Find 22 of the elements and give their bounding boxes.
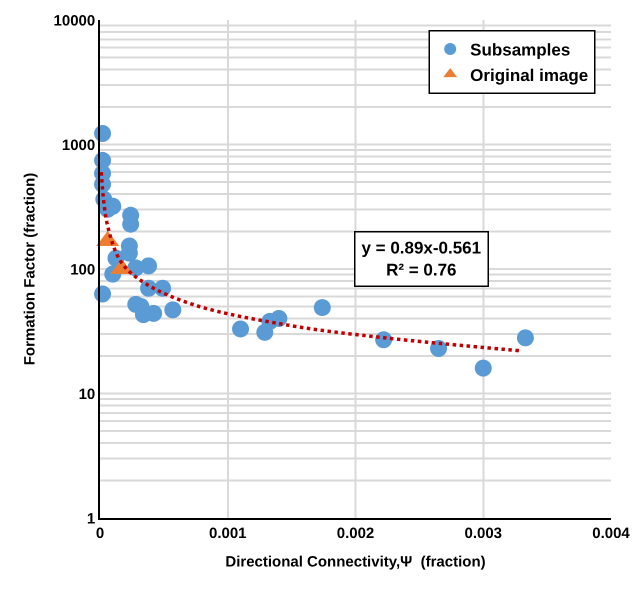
annotation: y = 0.89x-0.561 R² = 0.76 [362, 238, 482, 280]
x-tick-label: 0 [96, 524, 104, 542]
point [474, 360, 492, 377]
x-tick-label: 0.001 [208, 524, 247, 542]
y-tick-label: 10 [78, 386, 96, 403]
y-tick-label: 10000 [54, 12, 96, 30]
x-axis-title: Directional Connectivity,Ψ (fraction) [225, 553, 486, 570]
point [232, 320, 250, 338]
x-tick-label: 0.004 [592, 524, 630, 542]
y-axis-title: Formation Factor (fraction) [21, 172, 38, 366]
point [430, 340, 448, 357]
y-tick-label: 1000 [62, 136, 96, 154]
point [516, 329, 534, 346]
x-tick-label: 0.003 [464, 524, 502, 542]
y-tick-label: 100 [70, 261, 96, 278]
point [314, 299, 331, 316]
point [140, 257, 158, 274]
legend-label: Subsamples [470, 40, 570, 60]
legend-label: Original image [470, 66, 588, 85]
y-tick-label: 1 [86, 510, 96, 528]
point [164, 301, 182, 318]
x-tick-label: 0.002 [336, 524, 374, 542]
